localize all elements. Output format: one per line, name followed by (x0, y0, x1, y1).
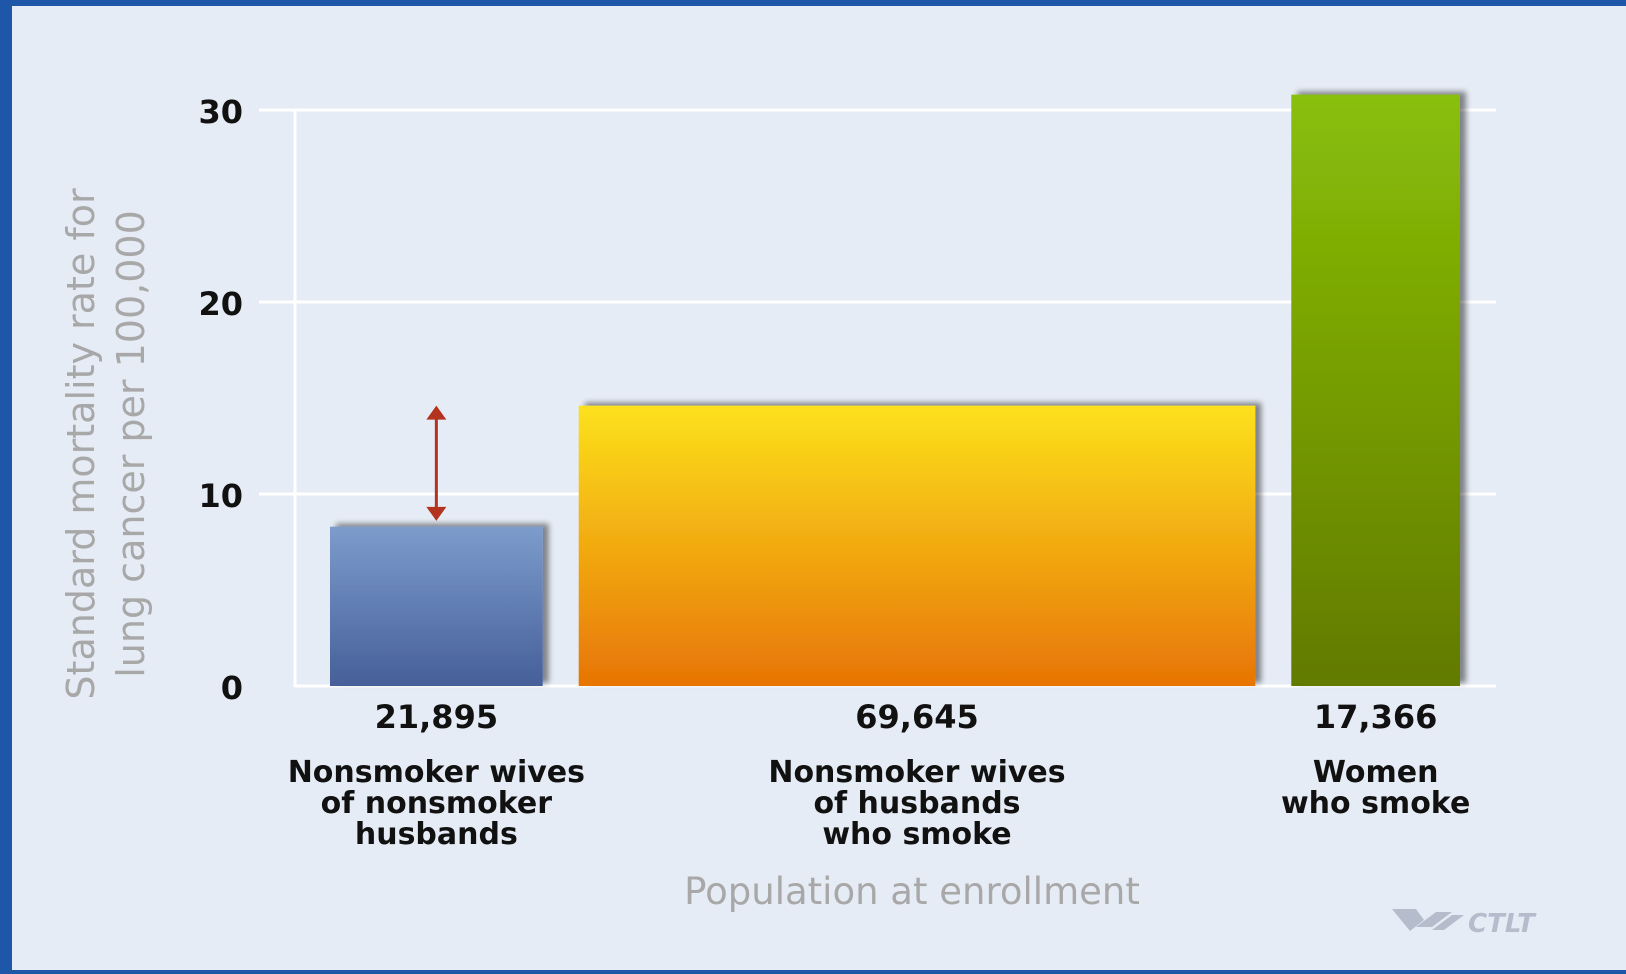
bar-category-label: who smoke (822, 817, 1011, 852)
bar-category-label: husbands (355, 817, 518, 852)
bar-3 (1291, 94, 1460, 686)
arrow-head-down-icon (426, 506, 447, 521)
ctlt-logo-text: CTLT (1468, 909, 1537, 939)
y-tick-label: 20 (198, 285, 243, 323)
bar-category-label: of husbands (813, 786, 1020, 821)
ctlt-logo: CTLT (1392, 909, 1537, 939)
bar-category-label: who smoke (1281, 786, 1470, 821)
y-tick-label: 0 (221, 669, 243, 707)
bar-category-label: of nonsmoker (321, 786, 553, 821)
y-axis-title-line-1: Standard mortality rate for (59, 188, 103, 700)
y-tick-label: 10 (198, 477, 243, 515)
ctlt-logo-icon (1392, 909, 1464, 931)
bar-category-label: Nonsmoker wives (768, 755, 1065, 790)
bar-population-label: 17,366 (1314, 698, 1437, 736)
chart-frame: 0 10 20 30 21,895 Nonsmoker wives of nonsmoker… (12, 6, 1626, 970)
arrow-head-up-icon (426, 405, 447, 420)
bars (330, 94, 1460, 686)
bar-2 (578, 405, 1256, 686)
bar-1 (330, 526, 543, 686)
bar-population-label: 21,895 (375, 698, 498, 736)
annotation (426, 405, 447, 521)
bar-category-label: Women (1313, 755, 1439, 790)
bar-category-label: Nonsmoker wives (288, 755, 585, 790)
y-axis-title-line-2: lung cancer per 100,000 (109, 210, 153, 678)
bar-population-label: 69,645 (855, 698, 978, 736)
y-tick-label: 30 (198, 93, 243, 131)
x-axis-title: Population at enrollment (684, 870, 1140, 913)
